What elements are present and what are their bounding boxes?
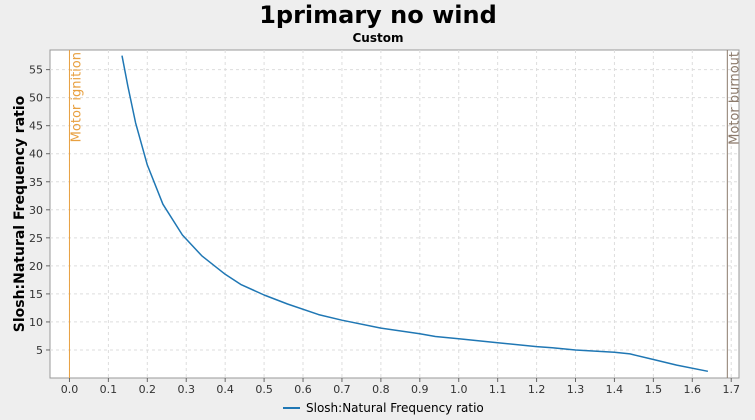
grid-lines (50, 50, 739, 378)
legend: Slosh:Natural Frequency ratio (283, 401, 484, 415)
x-tick-label: 0.2 (139, 383, 157, 396)
y-tick-label: 30 (29, 204, 43, 217)
y-tick-label: 55 (29, 64, 43, 77)
x-tick-label: 1.6 (684, 383, 702, 396)
y-tick-label: 10 (29, 316, 43, 329)
x-tick-label: 1.1 (489, 383, 507, 396)
x-tick-label: 1.0 (450, 383, 468, 396)
x-tick-label: 0.9 (411, 383, 429, 396)
chart-title: 1primary no wind (259, 1, 497, 29)
series-line (121, 55, 709, 373)
x-tick-label: 1.4 (606, 383, 624, 396)
legend-label: Slosh:Natural Frequency ratio (306, 401, 484, 415)
series-lines (121, 55, 709, 373)
y-tick-label: 20 (29, 260, 43, 273)
y-axis-label: Slosh:Natural Frequency ratio (12, 95, 28, 332)
chart-subtitle: Custom (353, 31, 404, 45)
y-tick-label: 40 (29, 148, 43, 161)
y-tick-label: 25 (29, 232, 43, 245)
event-label: Motor burnout (727, 52, 742, 145)
y-tick-label: 35 (29, 176, 43, 189)
event-markers: Motor ignition Motor burnout (68, 50, 742, 378)
x-tick-label: 0.6 (294, 383, 312, 396)
plot-area (49, 49, 740, 379)
event-label: Motor ignition (69, 52, 84, 142)
x-tick-label: 1.2 (528, 383, 546, 396)
x-tick-label: 0.4 (216, 383, 234, 396)
y-tick-label: 5 (36, 344, 43, 357)
x-tick-label: 0.7 (333, 383, 351, 396)
x-tick-label: 0.1 (100, 383, 118, 396)
x-tick-label: 1.5 (645, 383, 663, 396)
x-tick-label: 0.0 (61, 383, 79, 396)
x-tick-label: 0.3 (177, 383, 195, 396)
y-tick-label: 50 (29, 92, 43, 105)
x-tick-label: 0.5 (255, 383, 273, 396)
axes: 0.0 0.1 0.2 0.3 0.4 0.5 0.6 0.7 0.8 0.9 1.0 1.1 1.2 1… (29, 64, 740, 396)
x-tick-label: 1.3 (567, 383, 585, 396)
x-tick-label: 0.8 (372, 383, 390, 396)
x-tick-label: 1.7 (722, 383, 740, 396)
y-tick-label: 45 (29, 120, 43, 133)
y-tick-label: 15 (29, 288, 43, 301)
